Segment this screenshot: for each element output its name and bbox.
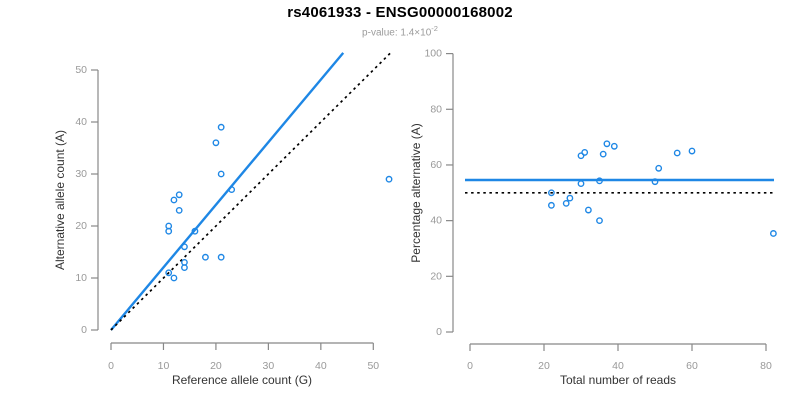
data-point bbox=[175, 206, 183, 214]
y-tick-label: 20 bbox=[430, 270, 442, 282]
data-point bbox=[655, 164, 663, 172]
data-point bbox=[181, 264, 188, 271]
x-tick-label: 30 bbox=[263, 360, 275, 372]
data-point bbox=[165, 227, 173, 235]
left-xaxis-title: Reference allele count (G) bbox=[172, 373, 312, 387]
data-point bbox=[217, 123, 225, 131]
y-tick-label: 0 bbox=[81, 324, 87, 336]
data-point bbox=[603, 140, 611, 148]
x-tick-label: 60 bbox=[686, 360, 698, 372]
left-yaxis-title: Alternative allele count (A) bbox=[53, 130, 67, 270]
identity-line bbox=[110, 52, 392, 331]
data-point bbox=[599, 150, 607, 158]
x-tick-label: 20 bbox=[538, 360, 550, 372]
data-point bbox=[165, 269, 173, 277]
x-tick-label: 20 bbox=[210, 360, 222, 372]
right-yaxis-title: Percentage alternative (A) bbox=[409, 123, 423, 262]
x-tick-label: 80 bbox=[760, 360, 772, 372]
figure-subtitle: p-value: 1.4×10-2 bbox=[0, 24, 800, 38]
p-value-exponent: -2 bbox=[431, 24, 438, 33]
data-point bbox=[191, 227, 199, 235]
y-tick-label: 100 bbox=[424, 48, 442, 60]
data-point bbox=[385, 175, 393, 183]
data-point bbox=[596, 217, 603, 225]
data-point bbox=[217, 170, 225, 178]
right-scatter-plot: 0 20 40 60 80 100 0 20 40 60 80 bbox=[424, 48, 777, 372]
figure-title: rs4061933 - ENSG00000168002 bbox=[287, 4, 513, 21]
x-tick-label: 0 bbox=[108, 360, 114, 372]
data-point bbox=[548, 201, 555, 209]
x-tick-label: 0 bbox=[467, 360, 473, 372]
y-tick-label: 30 bbox=[75, 168, 87, 180]
data-point bbox=[673, 149, 681, 157]
data-point bbox=[170, 274, 178, 282]
data-point bbox=[181, 243, 188, 251]
data-point bbox=[228, 186, 236, 194]
data-point bbox=[610, 142, 618, 150]
data-point bbox=[217, 253, 225, 261]
data-point bbox=[688, 147, 696, 155]
y-tick-label: 10 bbox=[75, 272, 87, 284]
y-tick-label: 60 bbox=[430, 159, 442, 171]
y-tick-label: 0 bbox=[436, 326, 442, 338]
data-point bbox=[585, 206, 592, 214]
data-point bbox=[212, 139, 220, 147]
data-point bbox=[175, 191, 183, 199]
data-point bbox=[596, 177, 603, 185]
data-point bbox=[562, 199, 570, 207]
y-tick-label: 40 bbox=[430, 215, 442, 227]
x-tick-label: 50 bbox=[367, 360, 379, 372]
data-point bbox=[202, 253, 209, 261]
data-point bbox=[581, 149, 589, 156]
y-tick-label: 20 bbox=[75, 220, 87, 232]
x-tick-label: 40 bbox=[612, 360, 624, 372]
y-tick-label: 50 bbox=[75, 64, 87, 76]
y-tick-label: 80 bbox=[430, 103, 442, 115]
x-tick-label: 40 bbox=[315, 360, 327, 372]
data-point bbox=[566, 194, 574, 202]
left-scatter-plot: 0 10 20 30 40 50 0 10 20 30 40 50 bbox=[75, 52, 393, 372]
p-value-text: p-value: 1.4×10 bbox=[362, 27, 432, 39]
data-point bbox=[577, 152, 585, 160]
fit-line bbox=[110, 52, 345, 331]
data-point bbox=[577, 180, 585, 188]
data-point bbox=[548, 189, 555, 197]
data-point bbox=[770, 230, 777, 237]
data-point bbox=[651, 178, 659, 186]
y-tick-label: 40 bbox=[75, 116, 87, 128]
x-tick-label: 10 bbox=[158, 360, 170, 372]
right-xaxis-title: Total number of reads bbox=[560, 373, 676, 387]
data-point bbox=[170, 196, 178, 204]
